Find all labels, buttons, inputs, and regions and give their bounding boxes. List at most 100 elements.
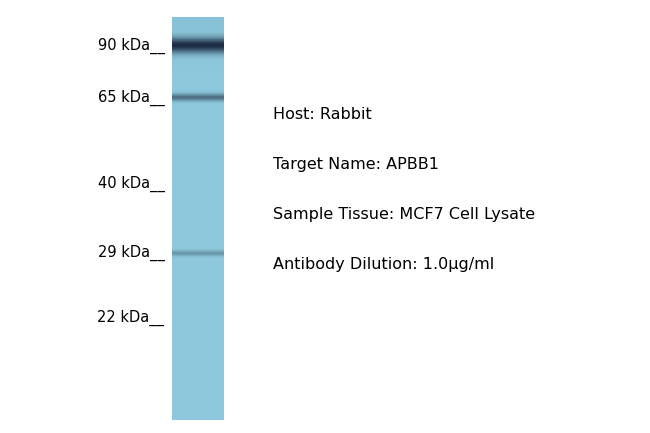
Bar [172, 150, 224, 151]
Bar [172, 171, 224, 172]
Bar [172, 44, 224, 45]
Bar [172, 107, 224, 108]
Bar [172, 40, 224, 42]
Bar [172, 66, 224, 68]
Bar [172, 72, 224, 74]
Bar [172, 60, 224, 61]
Bar [172, 306, 224, 307]
Bar [172, 317, 224, 318]
Bar [172, 407, 224, 409]
Bar [172, 223, 224, 225]
Bar [172, 352, 224, 354]
Bar [172, 175, 224, 176]
Bar [172, 28, 224, 29]
Bar [172, 42, 224, 43]
Bar [172, 284, 224, 286]
Bar [172, 27, 224, 29]
Bar [172, 137, 224, 138]
Bar [172, 242, 224, 244]
Bar [172, 332, 224, 333]
Bar [172, 214, 224, 216]
Bar [172, 391, 224, 393]
Bar [172, 204, 224, 206]
Bar [172, 208, 224, 210]
Bar [172, 61, 224, 63]
Bar [172, 389, 224, 391]
Bar [172, 161, 224, 162]
Bar [172, 36, 224, 38]
Bar [172, 62, 224, 64]
Bar [172, 92, 224, 94]
Bar [172, 167, 224, 168]
Bar [172, 45, 224, 46]
Bar [172, 353, 224, 355]
Bar [172, 152, 224, 153]
Bar [172, 411, 224, 413]
Bar [172, 100, 224, 101]
Bar [172, 274, 224, 275]
Bar [172, 178, 224, 179]
Bar [172, 75, 224, 77]
Bar [172, 139, 224, 140]
Bar [172, 199, 224, 200]
Bar [172, 94, 224, 96]
Bar [172, 17, 224, 18]
Bar [172, 288, 224, 289]
Bar [172, 382, 224, 384]
Bar [172, 34, 224, 36]
Bar [172, 402, 224, 404]
Bar [172, 323, 224, 324]
Bar [172, 279, 224, 280]
Bar [172, 188, 224, 190]
Bar [172, 126, 224, 128]
Bar [172, 348, 224, 349]
Bar [172, 270, 224, 271]
Bar [172, 265, 224, 266]
Bar [172, 371, 224, 373]
Bar [172, 49, 224, 50]
Bar [172, 31, 224, 32]
Bar [172, 295, 224, 296]
Bar [172, 335, 224, 336]
Bar [172, 43, 224, 44]
Bar [172, 340, 224, 342]
Bar [172, 268, 224, 269]
Bar [172, 291, 224, 292]
Bar [172, 207, 224, 209]
Text: Target Name: APBB1: Target Name: APBB1 [273, 157, 439, 172]
Bar [172, 219, 224, 221]
Bar [172, 85, 224, 87]
Bar [172, 47, 224, 48]
Bar [172, 413, 224, 414]
Bar [172, 404, 224, 405]
Bar [172, 336, 224, 337]
Bar [172, 363, 224, 365]
Bar [172, 237, 224, 239]
Bar [172, 136, 224, 137]
Bar [172, 243, 224, 245]
Bar [172, 319, 224, 320]
Bar [172, 42, 224, 43]
Bar [172, 47, 224, 48]
Bar [172, 299, 224, 300]
Bar [172, 42, 224, 43]
Bar [172, 280, 224, 281]
Bar [172, 224, 224, 226]
Bar [172, 135, 224, 136]
Bar [172, 88, 224, 90]
Bar [172, 380, 224, 382]
Bar [172, 35, 224, 36]
Bar [172, 142, 224, 143]
Bar [172, 341, 224, 343]
Bar [172, 106, 224, 107]
Bar [172, 138, 224, 139]
Bar [172, 287, 224, 288]
Bar [172, 329, 224, 330]
Bar [172, 97, 224, 99]
Bar [172, 209, 224, 210]
Bar [172, 358, 224, 359]
Bar [172, 131, 224, 132]
Bar [172, 32, 224, 33]
Bar [172, 385, 224, 387]
Bar [172, 67, 224, 69]
